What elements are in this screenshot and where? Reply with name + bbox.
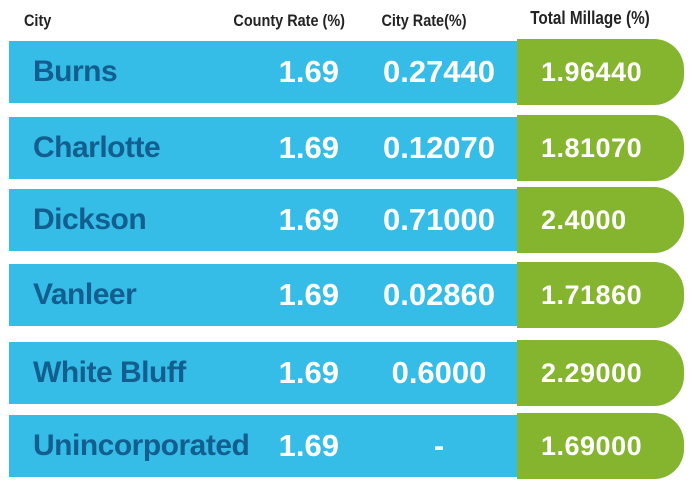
column-header-city: City bbox=[24, 11, 52, 30]
city-name: Unincorporated bbox=[33, 429, 250, 462]
row-bar: Dickson 1.69 0.71000 bbox=[9, 189, 517, 251]
county-rate-value: 1.69 bbox=[278, 428, 339, 463]
column-header-city-rate: City Rate(%) bbox=[381, 11, 467, 30]
city-name: White Bluff bbox=[33, 356, 186, 389]
total-millage-badge: 2.4000 bbox=[517, 187, 684, 253]
row-bar: White Bluff 1.69 0.6000 bbox=[9, 342, 517, 404]
table-row: 1.81070 Charlotte 1.69 0.12070 bbox=[0, 115, 694, 181]
table-row: 1.96440 Burns 1.69 0.27440 bbox=[0, 39, 694, 105]
total-millage-value: 1.71860 bbox=[541, 279, 643, 310]
total-millage-badge: 2.29000 bbox=[517, 340, 684, 406]
city-rate-value: 0.71000 bbox=[382, 202, 496, 237]
total-millage-value: 1.69000 bbox=[541, 430, 643, 461]
city-name: Burns bbox=[33, 55, 118, 88]
table-row: 2.29000 White Bluff 1.69 0.6000 bbox=[0, 340, 694, 406]
city-rate-value: - bbox=[433, 428, 445, 463]
total-millage-badge: 1.96440 bbox=[517, 39, 684, 105]
total-millage-value: 1.96440 bbox=[541, 56, 643, 87]
county-rate-value: 1.69 bbox=[278, 130, 339, 165]
total-millage-value: 2.4000 bbox=[541, 204, 627, 235]
table-row: 1.71860 Vanleer 1.69 0.02860 bbox=[0, 262, 694, 328]
county-rate-value: 1.69 bbox=[278, 355, 339, 390]
row-bar: Vanleer 1.69 0.02860 bbox=[9, 264, 517, 326]
column-header-county-rate: County Rate (%) bbox=[233, 11, 345, 30]
city-name: Dickson bbox=[33, 203, 147, 236]
county-rate-value: 1.69 bbox=[278, 277, 339, 312]
total-millage-badge: 1.81070 bbox=[517, 115, 684, 181]
county-rate-value: 1.69 bbox=[278, 54, 339, 89]
column-header-total-millage: Total Millage (%) bbox=[530, 8, 650, 28]
total-millage-badge: 1.69000 bbox=[517, 413, 684, 479]
city-rate-value: 0.02860 bbox=[382, 277, 496, 312]
city-name: Charlotte bbox=[33, 131, 161, 164]
total-millage-value: 2.29000 bbox=[541, 357, 643, 388]
total-millage-value: 1.81070 bbox=[541, 132, 643, 163]
city-rate-value: 0.12070 bbox=[382, 130, 496, 165]
city-name: Vanleer bbox=[33, 278, 137, 311]
row-bar: Unincorporated 1.69 - bbox=[9, 415, 517, 477]
city-rate-value: 0.27440 bbox=[382, 54, 496, 89]
total-millage-badge: 1.71860 bbox=[517, 262, 684, 328]
table-row: 1.69000 Unincorporated 1.69 - bbox=[0, 413, 694, 479]
row-bar: Charlotte 1.69 0.12070 bbox=[9, 117, 517, 179]
city-rate-value: 0.6000 bbox=[391, 355, 487, 390]
table-row: 2.4000 Dickson 1.69 0.71000 bbox=[0, 187, 694, 253]
row-bar: Burns 1.69 0.27440 bbox=[9, 41, 517, 103]
county-rate-value: 1.69 bbox=[278, 202, 339, 237]
